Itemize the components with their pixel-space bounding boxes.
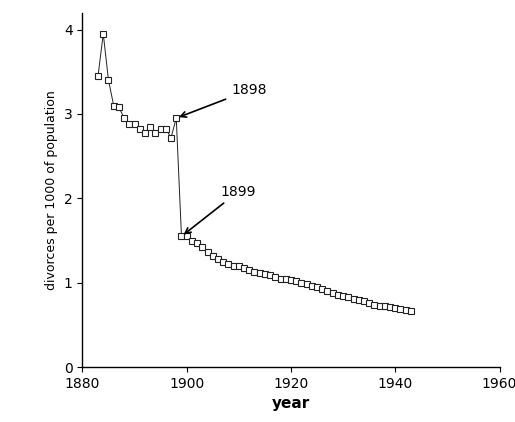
Text: 1898: 1898: [181, 83, 266, 117]
Y-axis label: divorces per 1000 of population: divorces per 1000 of population: [45, 90, 58, 290]
X-axis label: year: year: [272, 396, 310, 411]
Text: 1899: 1899: [185, 184, 256, 233]
